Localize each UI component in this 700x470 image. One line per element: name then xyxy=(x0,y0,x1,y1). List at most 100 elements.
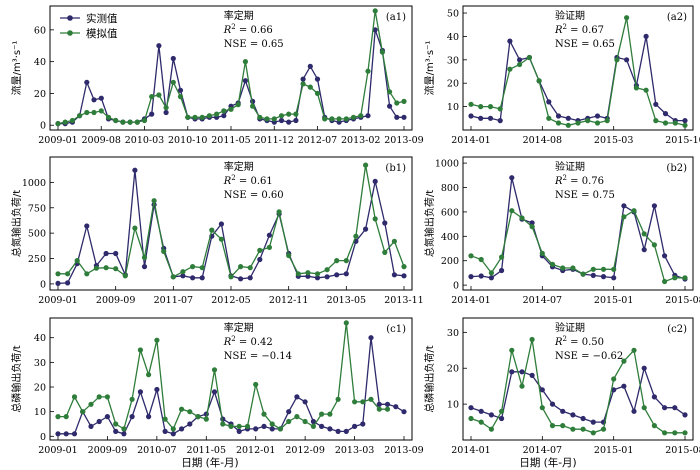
data-point-simulated xyxy=(314,271,321,277)
data-point-measured xyxy=(594,113,601,119)
data-point-measured xyxy=(376,401,382,407)
data-point-simulated xyxy=(62,119,68,125)
panel-a2: 10 20 30 40 50 2014-01 2014-08 2015-03 2015-10 流量… xyxy=(423,5,700,146)
data-point-measured xyxy=(180,273,186,279)
data-point-simulated xyxy=(96,394,102,400)
data-point-measured xyxy=(269,426,275,432)
data-point-simulated xyxy=(242,59,248,65)
panel-label-b2: (b2) xyxy=(666,163,687,174)
x-tick-label-a1: 2013-09 xyxy=(384,135,423,146)
data-point-simulated xyxy=(662,120,669,126)
panel-label-a2: (a2) xyxy=(667,12,687,23)
data-point-measured xyxy=(179,426,185,432)
data-point-simulated xyxy=(105,114,112,120)
data-point-simulated xyxy=(69,117,75,124)
r2-label-c2: R2 = 0.50 xyxy=(554,335,604,348)
y-tick-label-c1: 10 xyxy=(34,407,46,418)
data-point-simulated xyxy=(334,258,340,264)
y-tick-label-c2: 30 xyxy=(447,328,459,339)
data-point-measured xyxy=(487,115,494,121)
data-point-measured xyxy=(286,409,292,415)
series-line-simulated-c1 xyxy=(58,322,388,431)
data-point-measured xyxy=(611,275,617,281)
data-point-measured xyxy=(546,99,552,105)
data-point-measured xyxy=(499,267,505,274)
x-tick-label-b1: 2013-11 xyxy=(384,295,423,306)
data-point-simulated xyxy=(549,261,556,267)
data-point-simulated xyxy=(121,426,127,432)
x-tick-label-b1: 2012-11 xyxy=(269,295,308,306)
data-point-simulated xyxy=(314,90,321,96)
x-tick-label-c1: 2013-09 xyxy=(384,445,423,456)
data-point-simulated xyxy=(682,122,688,128)
data-point-simulated xyxy=(352,399,358,405)
data-point-simulated xyxy=(253,381,259,388)
data-point-measured xyxy=(104,414,110,420)
data-point-simulated xyxy=(170,274,176,280)
data-point-simulated xyxy=(590,430,596,436)
data-point-measured xyxy=(387,103,393,109)
data-point-simulated xyxy=(141,117,148,124)
y-axis-label-a1: 流量/m³·s⁻¹ xyxy=(10,41,23,96)
data-point-simulated xyxy=(228,274,234,280)
data-point-simulated xyxy=(310,423,316,429)
data-point-simulated xyxy=(154,337,160,343)
data-point-simulated xyxy=(376,406,382,412)
data-point-measured xyxy=(278,117,285,124)
data-point-measured xyxy=(682,412,688,418)
data-point-simulated xyxy=(529,336,535,343)
data-point-measured xyxy=(391,272,397,278)
data-point-simulated xyxy=(631,347,637,353)
data-point-measured xyxy=(247,275,253,281)
series-line-simulated-c2 xyxy=(470,339,685,434)
data-point-simulated xyxy=(621,214,627,220)
data-point-measured xyxy=(497,118,503,124)
data-point-simulated xyxy=(343,320,349,326)
data-point-simulated xyxy=(487,104,494,110)
data-point-simulated xyxy=(379,49,385,55)
data-point-simulated xyxy=(682,430,688,436)
data-point-measured xyxy=(177,87,184,93)
data-point-measured xyxy=(394,114,400,120)
data-point-measured xyxy=(63,431,69,437)
data-point-measured xyxy=(363,226,369,232)
data-point-measured xyxy=(132,167,138,173)
x-tick-label-a2: 2015-10 xyxy=(665,135,700,146)
series-line-measured-c2 xyxy=(470,365,686,423)
data-point-simulated xyxy=(372,8,378,14)
data-point-measured xyxy=(266,232,272,238)
data-point-simulated xyxy=(218,236,224,242)
data-point-simulated xyxy=(672,275,678,281)
data-point-simulated xyxy=(509,208,515,214)
data-point-simulated xyxy=(55,121,61,127)
y-tick-label-b2: 600 xyxy=(441,207,459,218)
data-point-measured xyxy=(672,405,678,411)
data-point-measured xyxy=(401,409,407,415)
data-point-measured xyxy=(163,109,169,116)
data-point-simulated xyxy=(190,264,196,270)
data-point-simulated xyxy=(319,411,325,417)
data-point-simulated xyxy=(329,116,335,122)
y-tick-label-a1: 0 xyxy=(40,121,46,132)
data-point-measured xyxy=(368,335,374,341)
data-point-simulated xyxy=(478,104,484,110)
data-point-simulated xyxy=(146,372,152,378)
y-tick-label-c1: 20 xyxy=(34,383,46,394)
data-point-simulated xyxy=(134,119,140,125)
y-tick-label-b2: 400 xyxy=(441,232,459,243)
data-point-measured xyxy=(236,428,242,434)
data-point-measured xyxy=(643,33,649,40)
data-point-simulated xyxy=(103,265,109,271)
data-point-simulated xyxy=(401,98,407,104)
nse-label-a2: NSE = 0.65 xyxy=(555,39,615,50)
x-tick-label-a1: 2013-02 xyxy=(341,135,380,146)
data-point-simulated xyxy=(372,216,378,222)
data-point-measured xyxy=(641,247,647,253)
data-point-simulated xyxy=(257,247,263,253)
data-point-simulated xyxy=(187,409,193,415)
data-point-measured xyxy=(372,178,378,184)
data-point-measured xyxy=(146,414,152,420)
data-point-simulated xyxy=(250,103,256,109)
panel-c2: 10 20 30 2014-01 2014-07 2015-01 2015-08 总磷输出负荷… xyxy=(423,317,700,456)
